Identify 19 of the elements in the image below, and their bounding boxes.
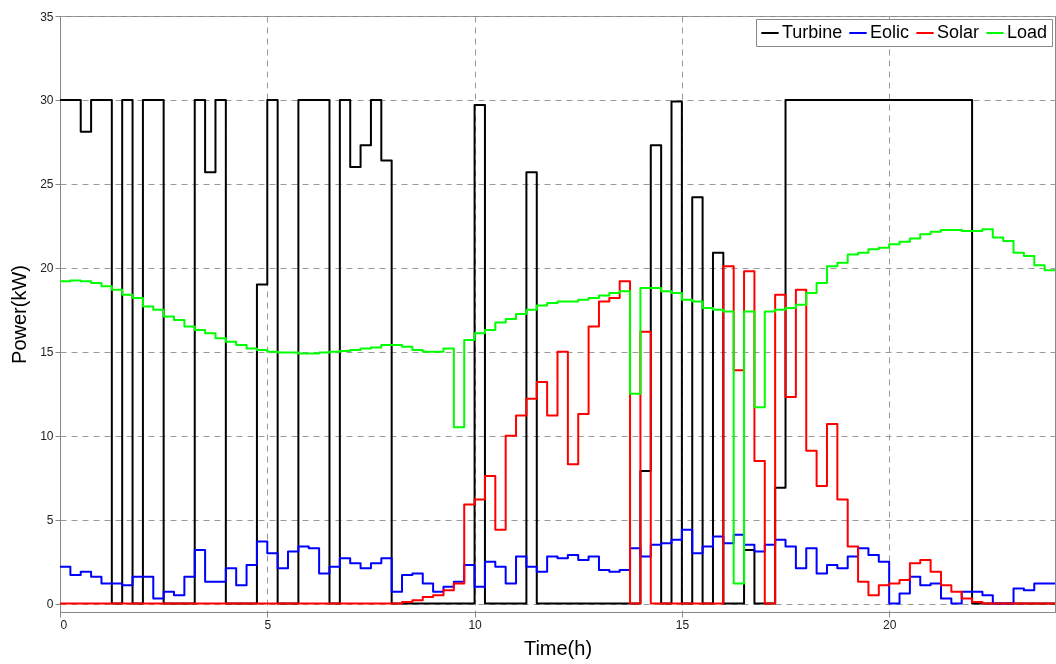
y-tick-label: 20 <box>40 261 54 276</box>
y-tick-label: 15 <box>40 345 54 360</box>
y-tick-label: 25 <box>40 177 54 192</box>
y-axis-title: Power(kW) <box>8 265 31 364</box>
x-tick-label: 5 <box>264 617 272 632</box>
y-tick-label: 35 <box>40 9 54 24</box>
x-tick-label: 15 <box>675 617 690 632</box>
y-tick-label: 10 <box>40 429 54 444</box>
legend-label: Solar <box>937 22 980 42</box>
legend-label: Turbine <box>782 22 843 42</box>
x-tick-label: 0 <box>60 617 68 632</box>
x-tick-label: 10 <box>468 617 483 632</box>
legend-label: Load <box>1007 22 1048 42</box>
x-tick-label: 20 <box>882 617 897 632</box>
y-tick-label: 0 <box>46 597 54 612</box>
y-tick-label: 30 <box>40 93 54 108</box>
y-tick-label: 5 <box>46 513 54 528</box>
legend-label: Eolic <box>870 22 910 42</box>
x-axis-title: Time(h) <box>523 636 593 659</box>
